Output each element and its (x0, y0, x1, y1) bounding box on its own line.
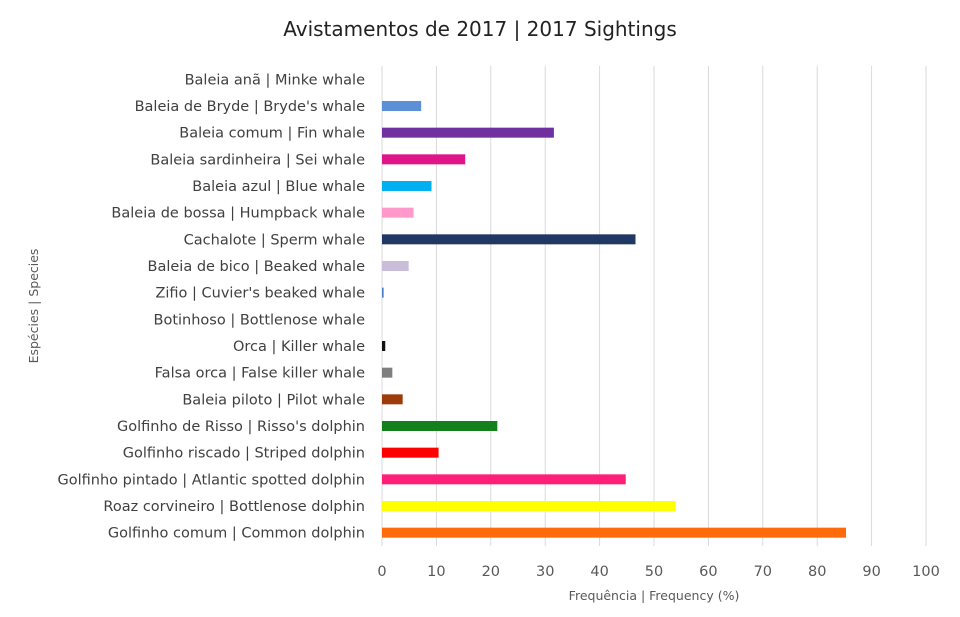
x-tick-label: 50 (645, 564, 663, 580)
bar (382, 234, 636, 245)
chart-title: Avistamentos de 2017 | 2017 Sightings (283, 17, 677, 41)
category-label: Golfinho riscado | Striped dolphin (123, 446, 365, 462)
category-label: Baleia piloto | Pilot whale (182, 392, 365, 408)
category-label: Baleia comum | Fin whale (179, 126, 365, 142)
category-label: Cachalote | Sperm whale (184, 232, 365, 248)
bar (382, 447, 439, 458)
gridlines (381, 66, 927, 546)
category-labels: Baleia anã | Minke whale Baleia de Bryde … (57, 72, 365, 541)
category-label: Falsa orca | False killer whale (155, 366, 365, 382)
category-label: Roaz corvineiro | Bottlenose dolphin (103, 499, 365, 515)
bar (382, 527, 847, 538)
category-label: Baleia de bossa | Humpback whale (111, 206, 365, 222)
category-label: Golfinho de Risso | Risso's dolphin (117, 419, 365, 435)
x-axis-title: Frequência | Frequency (%) (569, 588, 740, 603)
x-tick-label: 40 (590, 564, 608, 580)
category-label: Baleia azul | Blue whale (192, 179, 365, 195)
x-tick-label: 90 (862, 564, 880, 580)
category-label: Baleia sardinheira | Sei whale (150, 152, 365, 168)
category-label: Zifio | Cuvier's beaked whale (155, 286, 365, 302)
bar (382, 101, 422, 111)
x-tick-label: 80 (808, 564, 826, 580)
y-axis-title: Espécies | Species (26, 249, 41, 364)
bar (382, 501, 676, 511)
bar (382, 474, 626, 485)
bar (382, 207, 414, 218)
category-label: Baleia anã | Minke whale (185, 72, 365, 88)
category-label: Golfinho comum | Common dolphin (108, 526, 365, 542)
bar (382, 154, 466, 165)
category-label: Golfinho pintado | Atlantic spotted dolp… (57, 472, 365, 488)
x-tick-label: 10 (427, 564, 445, 580)
category-label: Orca | Killer whale (233, 339, 365, 355)
bar (382, 367, 393, 378)
category-label: Baleia de Bryde | Bryde's whale (135, 99, 365, 115)
bar (382, 181, 432, 191)
category-label: Baleia de bico | Beaked whale (148, 259, 366, 275)
x-tick-label: 20 (482, 564, 500, 580)
x-tick-label: 100 (912, 564, 940, 580)
bar (382, 421, 498, 431)
x-tick-label: 60 (699, 564, 717, 580)
x-tick-label: 70 (754, 564, 772, 580)
bar (382, 127, 554, 138)
bar (382, 261, 409, 271)
x-tick-labels: 0 10 20 30 40 50 60 70 80 90 100 (377, 564, 939, 580)
x-tick-label: 30 (536, 564, 554, 580)
category-label: Botinhoso | Bottlenose whale (154, 312, 366, 328)
bar (382, 287, 384, 298)
x-tick-label: 0 (377, 564, 386, 580)
bars (382, 101, 847, 538)
bar (382, 394, 403, 405)
bar (382, 341, 386, 351)
